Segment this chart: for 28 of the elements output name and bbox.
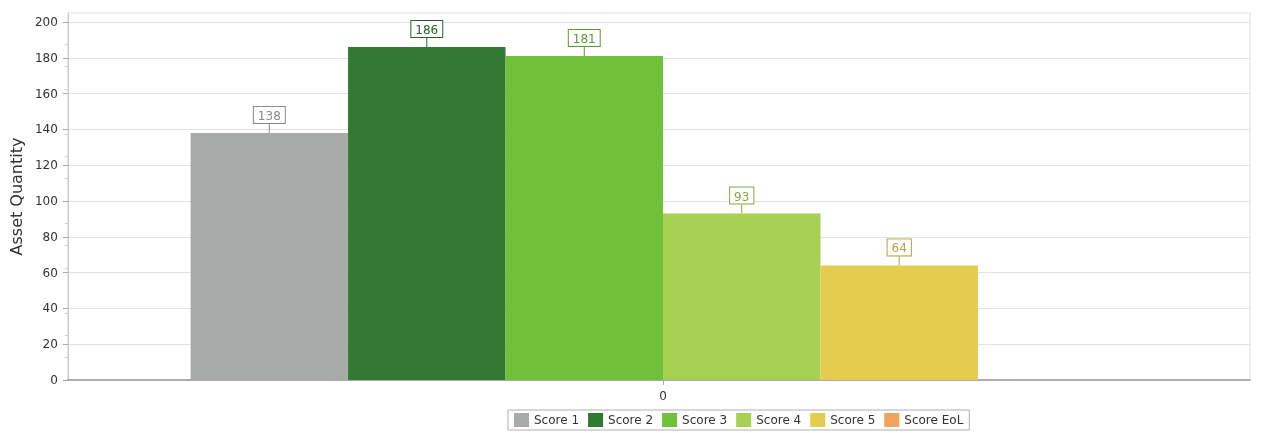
- bar: [663, 213, 821, 380]
- bar: [505, 55, 663, 380]
- y-tick-label: 0: [50, 373, 58, 387]
- legend-label: Score 1: [534, 413, 580, 427]
- y-tick-label: 160: [34, 86, 58, 101]
- y-axis-title: Asset Quantity: [6, 137, 26, 256]
- data-label: 181: [572, 31, 596, 46]
- legend-label: Score 4: [756, 413, 802, 427]
- data-label: 186: [415, 23, 439, 38]
- legend-label: Score 3: [682, 413, 728, 427]
- bar: [820, 265, 978, 380]
- bar: [190, 132, 349, 380]
- y-tick-label: 40: [42, 301, 58, 316]
- bar: [348, 47, 506, 380]
- y-tick-label: 120: [34, 158, 58, 173]
- y-tick-label: 140: [34, 122, 58, 137]
- y-tick-label: 20: [42, 337, 58, 352]
- legend-label: Score 5: [830, 413, 876, 427]
- y-tick-label: 180: [34, 50, 58, 65]
- y-tick-label: 60: [42, 265, 58, 280]
- data-label: 64: [891, 241, 907, 256]
- y-tick-label: 80: [42, 229, 58, 244]
- data-label: 138: [257, 108, 281, 123]
- legend-label: Score 2: [608, 413, 654, 427]
- data-label: 93: [734, 189, 750, 204]
- legend-label: Score EoL: [904, 413, 964, 427]
- y-tick-label: 200: [34, 14, 58, 29]
- y-tick-label: 100: [34, 193, 58, 208]
